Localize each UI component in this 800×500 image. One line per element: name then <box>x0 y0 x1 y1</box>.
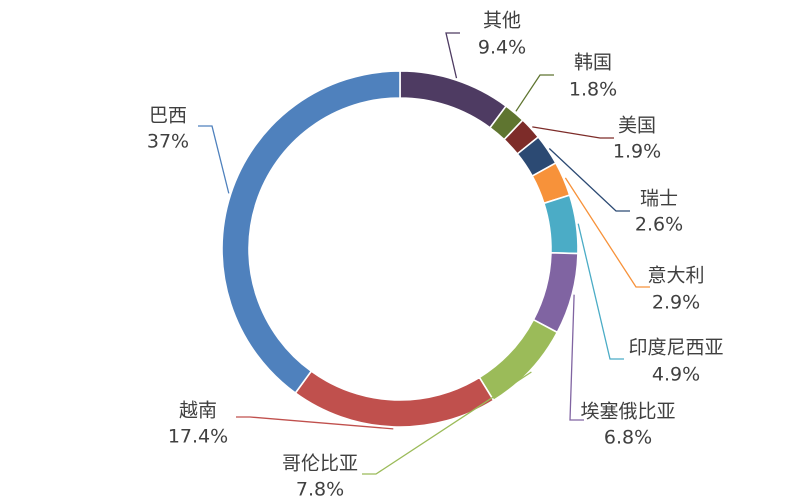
slice-label-value: 4.9% <box>652 364 700 386</box>
labels-group: 其他 9.4% 韩国 1.8%美国 1.9% 瑞士 2.6% 意大利 2.9% 印度尼西亚 4.9%… <box>147 10 724 500</box>
slice-label-value: 7.8% <box>296 479 344 500</box>
slice-label-name: 印度尼西亚 <box>628 337 723 359</box>
leader-line-越南 <box>236 416 394 430</box>
slice-label-name: 意大利 <box>647 265 704 287</box>
leader-line-美国 <box>532 126 614 139</box>
slice-label-value: 37% <box>147 131 189 153</box>
slice-label-value: 2.6% <box>635 214 683 236</box>
slice-label-name: 哥伦比亚 <box>282 453 358 475</box>
slice-label-name: 埃塞俄比亚 <box>580 401 675 423</box>
slice-label-name: 韩国 <box>574 52 612 74</box>
leader-line-巴西 <box>198 125 230 194</box>
slices-group <box>221 70 579 428</box>
slice-label-value: 17.4% <box>168 426 228 448</box>
slice-label-value: 1.9% <box>613 141 661 163</box>
slice-埃塞俄比亚[interactable] <box>532 252 579 334</box>
leader-line-埃塞俄比亚 <box>569 294 584 421</box>
slice-印度尼西亚[interactable] <box>542 194 579 255</box>
slice-label-value: 2.9% <box>652 292 700 314</box>
slice-label-name: 巴西 <box>149 105 187 127</box>
slice-越南[interactable] <box>294 370 495 428</box>
slice-label-name: 其他 <box>483 10 521 32</box>
leader-line-意大利 <box>564 177 650 288</box>
leader-lines-group <box>198 32 650 475</box>
slice-哥伦比亚[interactable] <box>478 318 559 402</box>
slice-label-name: 越南 <box>179 400 217 422</box>
slice-label-name: 瑞士 <box>640 188 678 210</box>
leader-line-其他 <box>445 32 460 79</box>
leader-line-瑞士 <box>548 148 630 212</box>
slice-label-value: 9.4% <box>478 37 526 59</box>
slice-label-name: 美国 <box>618 115 656 137</box>
slice-label-value: 1.8% <box>569 79 617 101</box>
leader-line-哥伦比亚 <box>362 371 532 475</box>
leader-line-印度尼西亚 <box>577 223 624 360</box>
slice-label-value: 6.8% <box>604 427 652 449</box>
leader-line-韩国 <box>515 74 554 112</box>
slice-巴西[interactable] <box>221 70 401 395</box>
slice-其他[interactable] <box>399 70 508 129</box>
